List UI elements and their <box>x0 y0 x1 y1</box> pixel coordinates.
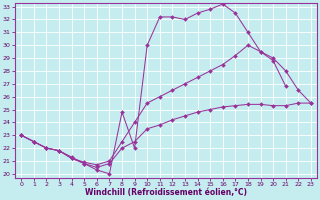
X-axis label: Windchill (Refroidissement éolien,°C): Windchill (Refroidissement éolien,°C) <box>85 188 247 197</box>
